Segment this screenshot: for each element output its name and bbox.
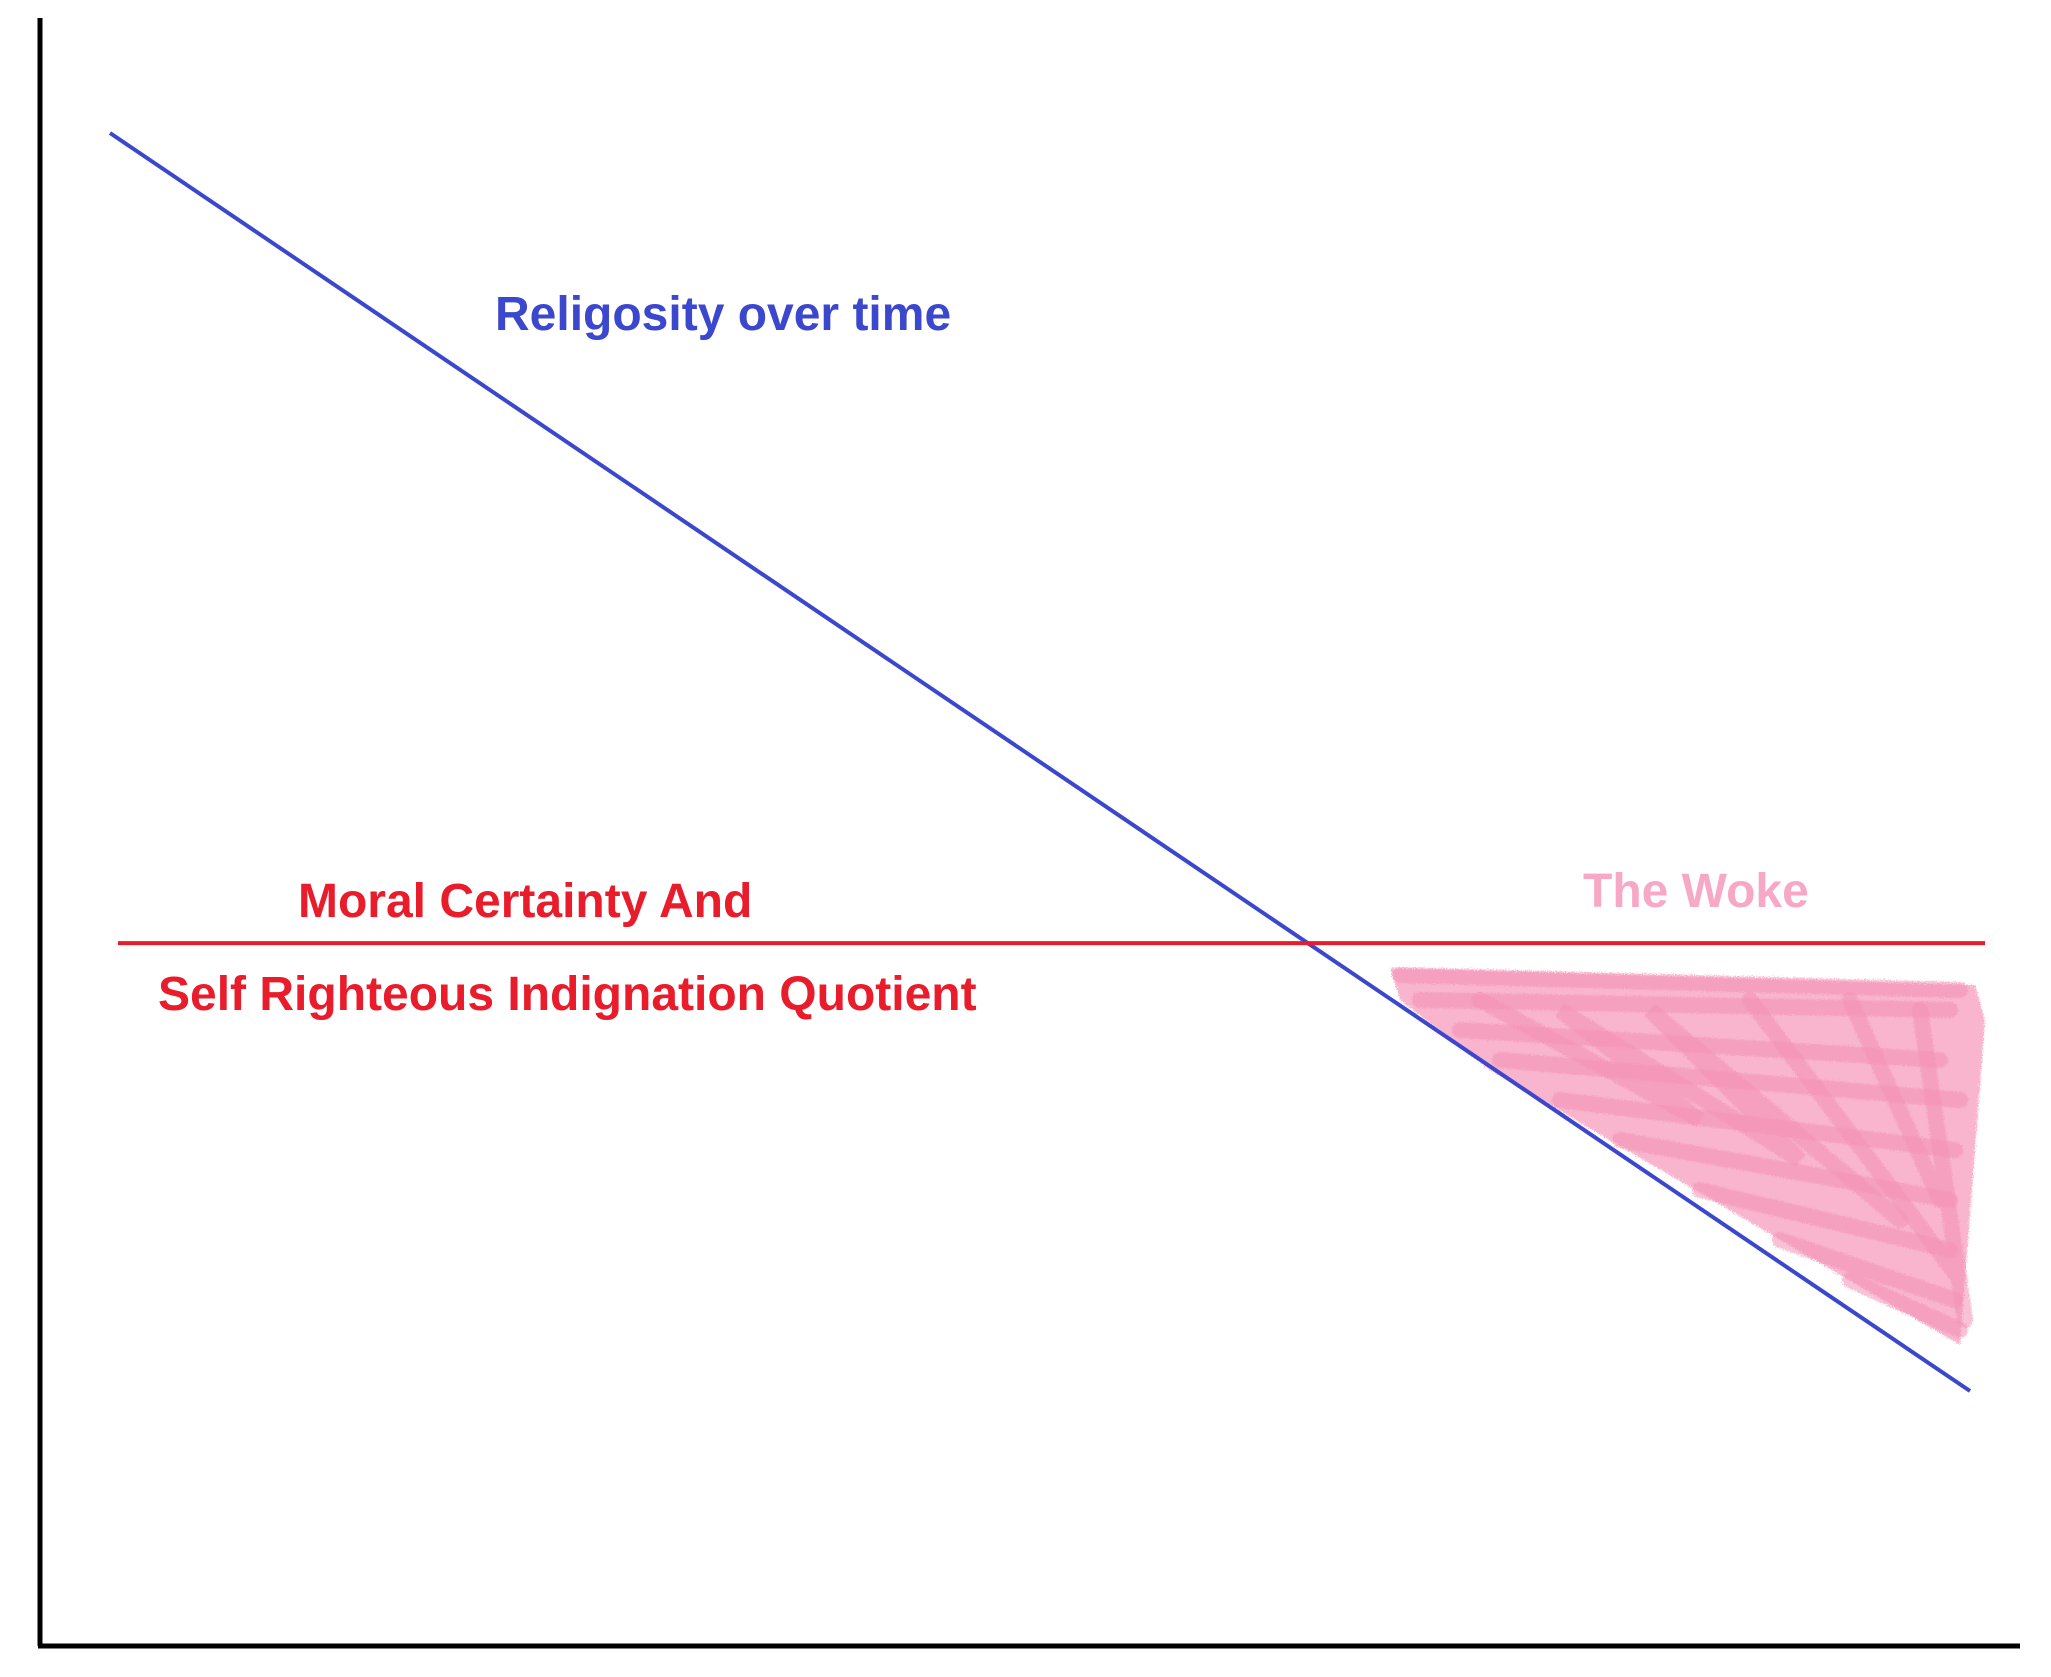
series-layer <box>108 131 1985 1393</box>
religosity-label: Religosity over time <box>495 288 951 341</box>
woke-scribble <box>1742 992 1973 1328</box>
religosity-series-line <box>108 131 1972 1393</box>
woke-shaded-region <box>1390 967 1985 1345</box>
woke-label: The Woke <box>1583 865 1809 918</box>
moral-certainty-label-line1: Moral Certainty And <box>298 875 752 928</box>
woke-scribble <box>1472 992 1908 1228</box>
moral-certainty-label-line2: Self Righteous Indignation Quotient <box>158 968 977 1021</box>
woke-scribble <box>1692 1182 1968 1338</box>
